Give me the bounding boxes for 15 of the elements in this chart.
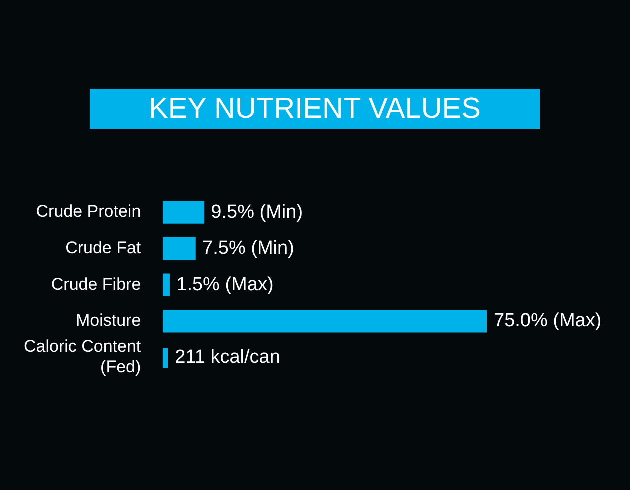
y-tick-label: Crude Protein — [36, 202, 142, 222]
bar — [163, 310, 487, 333]
bar — [163, 201, 205, 224]
y-tick-label: Caloric Content (Fed) — [24, 337, 142, 377]
data-label: 7.5% (Min) — [202, 238, 294, 260]
y-tick-label: Moisture — [76, 311, 142, 330]
data-label: 75.0% (Max) — [494, 310, 602, 332]
y-tick-label: Crude Fibre — [51, 274, 142, 294]
bar — [163, 274, 170, 296]
y-tick-label: Crude Fat — [66, 238, 142, 258]
chart-title: KEY NUTRIENT VALUES — [90, 89, 540, 129]
data-label: 1.5% (Max) — [176, 274, 274, 296]
text: 211 kcal/can — [175, 346, 280, 368]
bar — [163, 237, 196, 260]
data-label: 9.5% (Min) — [211, 202, 304, 223]
